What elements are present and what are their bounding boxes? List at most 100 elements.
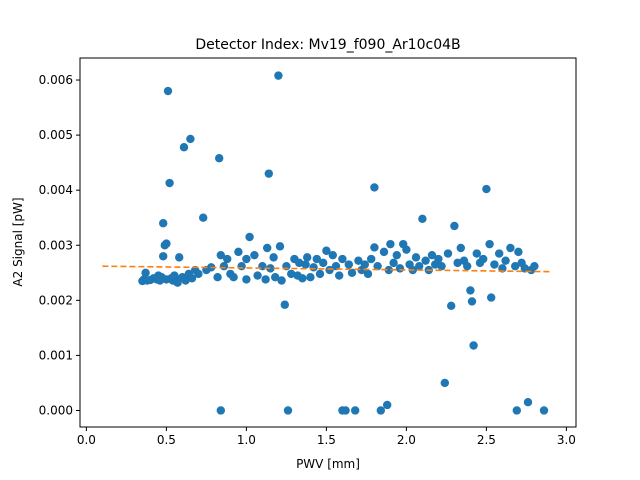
data-point: [379, 247, 389, 257]
data-point: [411, 253, 421, 262]
data-point: [266, 264, 275, 273]
data-point: [469, 341, 478, 350]
data-point: [242, 275, 251, 284]
data-point: [539, 406, 549, 415]
data-point: [263, 243, 272, 253]
data-point: [159, 219, 168, 228]
data-point: [389, 258, 398, 268]
data-point: [216, 250, 225, 260]
scatter-points: [138, 71, 549, 415]
fit-line: [102, 265, 551, 273]
data-point: [194, 269, 203, 279]
data-point: [264, 169, 273, 178]
data-point: [466, 286, 475, 295]
x-tick-label: 0.5: [157, 433, 176, 447]
data-point: [175, 253, 184, 262]
data-point: [163, 86, 173, 96]
data-point: [283, 406, 293, 415]
data-point: [141, 268, 150, 277]
chart-title: Detector Index: Mv19_f090_Ar10c04B: [195, 37, 460, 53]
data-point: [415, 261, 424, 271]
y-tick-label: 0.005: [39, 128, 73, 142]
data-point: [165, 178, 174, 188]
data-point: [485, 239, 494, 249]
data-point: [373, 261, 382, 271]
y-tick-label: 0.001: [39, 348, 73, 362]
data-point: [487, 293, 496, 302]
data-point: [181, 276, 190, 285]
data-point: [427, 250, 437, 260]
y-tick-label: 0.000: [39, 403, 73, 417]
data-point: [303, 253, 312, 262]
data-point: [363, 269, 373, 279]
data-point: [261, 275, 270, 284]
data-point: [402, 245, 411, 254]
fit-line-layer: [102, 265, 551, 273]
data-point: [530, 261, 539, 271]
data-point: [275, 242, 285, 251]
data-point: [312, 254, 321, 264]
data-point: [325, 265, 334, 275]
data-point: [234, 247, 243, 257]
data-point: [495, 249, 504, 258]
data-point: [258, 261, 267, 271]
data-point: [514, 247, 523, 257]
data-point: [523, 398, 533, 407]
x-tick-label: 3.0: [557, 433, 576, 447]
data-point: [298, 274, 307, 283]
data-point: [301, 260, 310, 269]
data-point: [447, 301, 456, 311]
data-point: [306, 272, 315, 282]
data-point: [269, 253, 278, 262]
x-tick-label: 2.0: [397, 433, 416, 447]
data-point: [418, 214, 427, 224]
data-point: [274, 71, 283, 80]
data-point: [219, 261, 229, 271]
data-point: [360, 260, 369, 269]
data-point: [277, 276, 286, 285]
data-point: [386, 239, 395, 249]
plot-area: [80, 58, 576, 427]
data-point: [341, 406, 350, 415]
y-tick-label: 0.002: [39, 293, 73, 307]
data-point: [245, 232, 254, 242]
x-tick-label: 2.5: [477, 433, 496, 447]
data-point: [242, 254, 251, 264]
data-point: [215, 154, 224, 163]
data-point: [335, 271, 344, 280]
x-tick-label: 0.0: [77, 433, 96, 447]
data-point: [216, 406, 225, 415]
data-point: [383, 400, 392, 410]
data-point: [370, 243, 379, 252]
data-point: [384, 265, 393, 275]
data-point: [520, 264, 529, 273]
data-point: [322, 246, 331, 255]
data-point: [437, 261, 446, 271]
x-tick-label: 1.0: [237, 433, 256, 447]
y-tick-label: 0.004: [39, 183, 73, 197]
data-point: [338, 254, 347, 264]
data-point: [434, 254, 443, 264]
data-point: [482, 184, 491, 194]
data-point: [253, 271, 262, 280]
plot-frame: [79, 57, 577, 428]
data-point: [223, 254, 232, 264]
data-point: [376, 406, 385, 415]
data-point: [501, 256, 510, 265]
data-point: [506, 243, 515, 253]
data-point: [512, 406, 521, 415]
y-axis-label: A2 Signal [pW]: [11, 197, 25, 286]
data-point: [179, 143, 189, 152]
data-point: [395, 264, 405, 273]
data-point: [367, 254, 376, 264]
data-point: [479, 254, 488, 264]
data-point: [450, 221, 459, 231]
x-axis-ticks: 0.0 0.5 1.0 1.5 2.0 2.5 3.0: [77, 427, 576, 447]
data-point: [250, 250, 259, 260]
data-point: [421, 256, 430, 265]
data-point: [186, 134, 195, 144]
data-point: [467, 297, 477, 306]
data-point: [453, 258, 462, 268]
data-point: [319, 258, 328, 268]
